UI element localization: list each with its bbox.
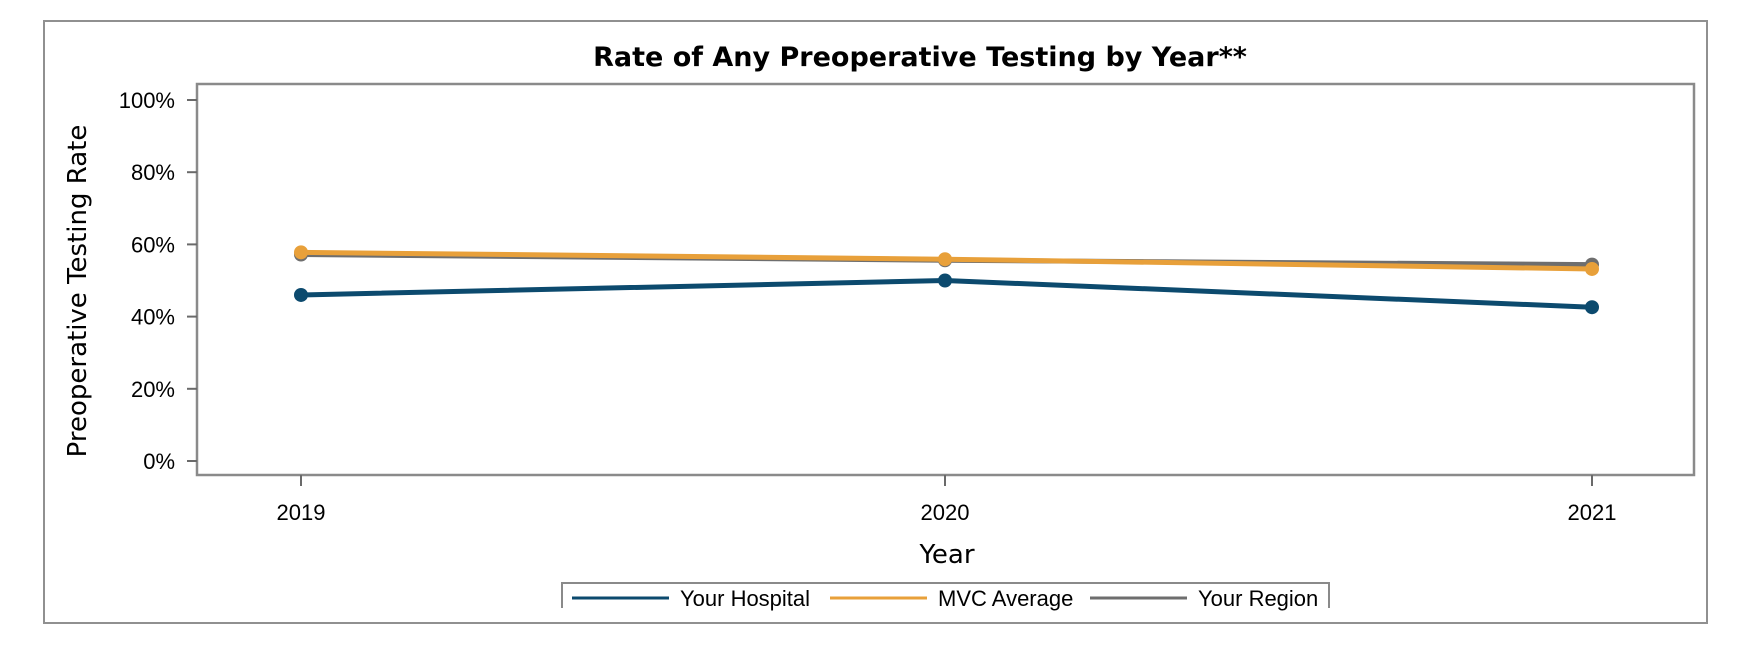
chart-title: Rate of Any Preoperative Testing by Year…	[593, 42, 1247, 73]
y-axis-label: Preoperative Testing Rate	[63, 125, 93, 458]
data-point-mvc-average	[938, 252, 952, 267]
data-point-mvc-average	[294, 245, 308, 260]
y-tick-label: 60%	[131, 232, 175, 257]
x-tick-label: 2020	[921, 500, 970, 525]
y-tick-label: 80%	[131, 160, 175, 185]
chart-frame	[43, 20, 1708, 624]
legend-label-your-region: Your Region	[1198, 586, 1318, 611]
x-axis: 2019 2020 2021	[277, 475, 1617, 525]
data-point-your-hospital	[294, 287, 308, 302]
data-point-mvc-average	[1585, 261, 1599, 276]
legend: Your Hospital MVC Average Your Region	[561, 582, 1330, 611]
x-axis-label: Year	[918, 540, 974, 570]
y-tick-label: 20%	[131, 377, 175, 402]
y-tick-label: 40%	[131, 305, 175, 330]
x-tick-label: 2021	[1568, 500, 1617, 525]
data-point-your-hospital	[938, 273, 952, 288]
y-tick-label: 100%	[119, 88, 175, 113]
y-tick-label: 0%	[143, 449, 175, 474]
data-point-your-hospital	[1585, 300, 1599, 315]
legend-label-your-hospital: Your Hospital	[680, 586, 810, 611]
x-tick-label: 2019	[277, 500, 326, 525]
legend-label-mvc-average: MVC Average	[938, 586, 1073, 611]
legend-frame	[561, 582, 1330, 608]
series-group	[294, 245, 1599, 315]
y-axis: 0% 20% 40% 60% 80% 100%	[119, 88, 197, 474]
